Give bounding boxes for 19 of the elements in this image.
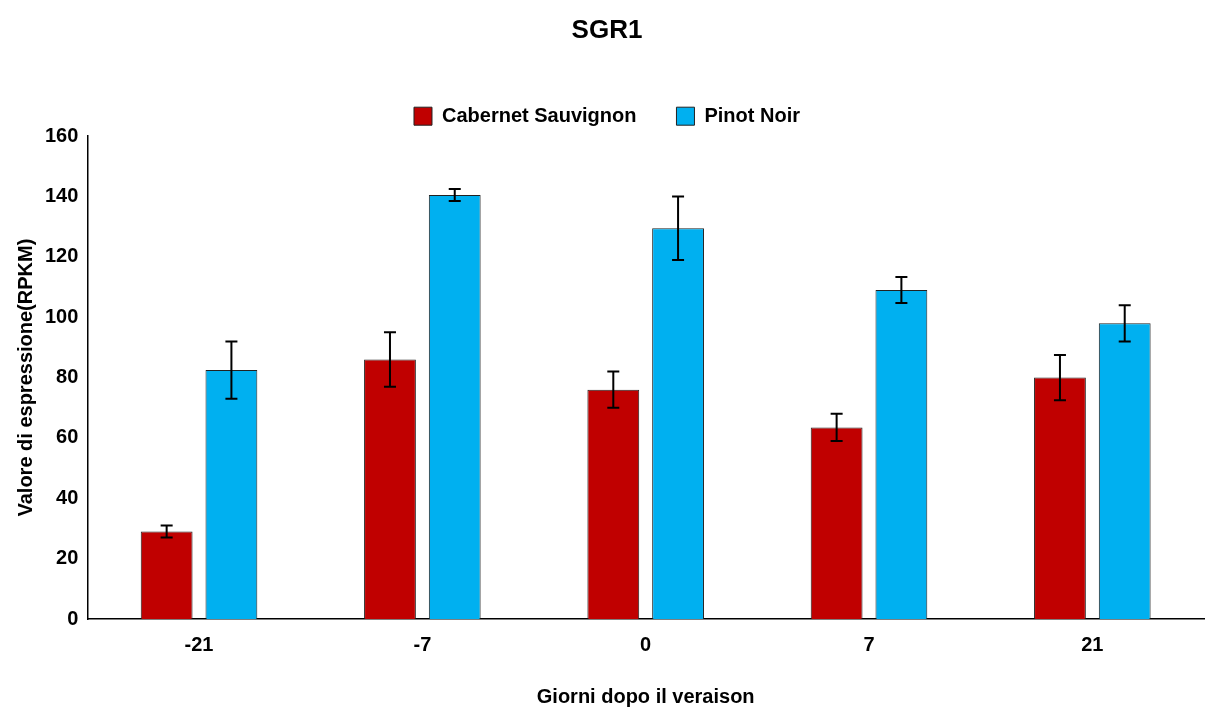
y-tick-label: 0: [67, 606, 79, 629]
y-tick-label: 120: [44, 244, 79, 267]
legend-label: Pinot Noir: [704, 103, 801, 126]
y-tick-label: 100: [44, 304, 79, 327]
x-tick-label: -21: [184, 632, 214, 655]
y-tick-label: 160: [44, 123, 79, 146]
x-tick-label: 0: [640, 632, 652, 655]
y-tick-label: 140: [44, 184, 79, 207]
legend-label: Cabernet Sauvignon: [441, 103, 637, 126]
y-tick-label: 40: [56, 485, 79, 508]
y-tick-label: 80: [56, 365, 79, 388]
y-tick-label: 20: [56, 546, 79, 569]
x-tick-label: -7: [413, 632, 432, 655]
x-axis-title: Giorni dopo il veraison: [536, 684, 755, 707]
x-tick-label: 7: [863, 632, 875, 655]
y-axis-title: Valore di espressione(RPKM): [13, 238, 36, 517]
x-tick-label: 21: [1081, 632, 1104, 655]
chart-title: SGR1: [571, 13, 643, 44]
y-tick-label: 60: [56, 425, 79, 448]
